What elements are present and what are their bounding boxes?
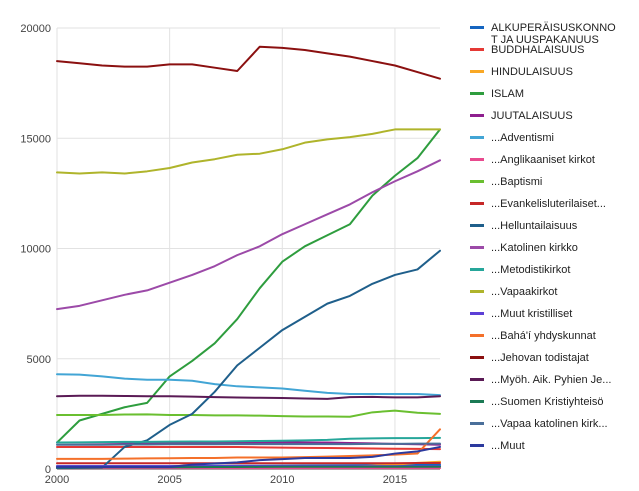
y-tick-label: 15000 xyxy=(20,133,51,145)
legend-swatch xyxy=(470,268,484,271)
x-tick-label: 2005 xyxy=(157,474,181,486)
legend-item-13[interactable]: ...Vapaakirkot xyxy=(470,286,557,298)
legend-item-6[interactable]: ...Adventismi xyxy=(470,132,554,144)
legend-item-14[interactable]: ...Muut kristilliset xyxy=(470,308,572,320)
series-line-17 xyxy=(56,394,441,400)
legend-label: ...Evankelisluterilaiset... xyxy=(491,198,606,210)
legend-swatch xyxy=(470,312,484,315)
series-line-19 xyxy=(56,442,441,446)
legend-swatch xyxy=(470,400,484,403)
legend-label: ...Vapaakirkot xyxy=(491,286,557,298)
legend-swatch xyxy=(470,70,484,73)
legend-item-8[interactable]: ...Baptismi xyxy=(470,176,542,188)
legend-swatch xyxy=(470,334,484,337)
series-line-10 xyxy=(56,249,441,470)
legend-item-10[interactable]: ...Helluntailaisuus xyxy=(470,220,578,232)
legend-label: ...Muut xyxy=(491,440,525,452)
legend-swatch xyxy=(470,48,484,51)
legend-item-7[interactable]: ...Anglikaaniset kirkot xyxy=(470,154,595,166)
legend-item-3[interactable]: HINDULAISUUS xyxy=(470,66,573,78)
y-axis-ticks: 0 5000 10000 15000 20000 xyxy=(20,23,51,476)
legend-label: ...Metodistikirkot xyxy=(491,264,570,276)
legend-swatch xyxy=(470,202,484,205)
series-line-4 xyxy=(56,128,441,444)
legend-swatch xyxy=(470,246,484,249)
legend-label: BUDDHALAISUUS xyxy=(491,44,585,56)
legend-item-15[interactable]: ...Bahá'í yhdyskunnat xyxy=(470,330,596,342)
legend-swatch xyxy=(470,444,484,447)
legend-item-16[interactable]: ...Jehovan todistajat xyxy=(470,352,589,364)
legend-label: ...Muut kristilliset xyxy=(491,308,572,320)
legend-label: ALKUPERÄISUSKONNO xyxy=(491,22,616,34)
legend-label: ...Myöh. Aik. Pyhien Je... xyxy=(491,374,611,386)
x-tick-label: 2000 xyxy=(45,474,69,486)
legend-swatch xyxy=(470,422,484,425)
series-line-2 xyxy=(56,445,441,451)
legend-label: ...Bahá'í yhdyskunnat xyxy=(491,330,596,342)
legend-label: JUUTALAISUUS xyxy=(491,110,573,122)
series-line-6 xyxy=(56,373,441,397)
legend-label: ...Katolinen kirkko xyxy=(491,242,578,254)
y-tick-label: 0 xyxy=(45,464,51,476)
legend-item-17[interactable]: ...Myöh. Aik. Pyhien Je... xyxy=(470,374,611,386)
legend-swatch xyxy=(470,290,484,293)
series-line-16 xyxy=(56,45,441,80)
y-tick-label: 20000 xyxy=(20,23,51,35)
legend-item-11[interactable]: ...Katolinen kirkko xyxy=(470,242,578,254)
series-line-15 xyxy=(56,428,441,460)
series-lines xyxy=(56,45,441,470)
y-tick-label: 10000 xyxy=(20,244,51,256)
legend-item-19[interactable]: ...Vapaa katolinen kirk... xyxy=(470,418,608,430)
legend-label: HINDULAISUUS xyxy=(491,66,573,78)
x-tick-label: 2015 xyxy=(383,474,407,486)
legend-swatch xyxy=(470,378,484,381)
legend-label: ...Baptismi xyxy=(491,176,542,188)
legend-swatch xyxy=(470,92,484,95)
series-line-13 xyxy=(56,128,441,175)
legend-swatch xyxy=(470,26,484,29)
legend-label: ...Helluntailaisuus xyxy=(491,220,578,232)
gridlines xyxy=(56,27,440,469)
legend-swatch xyxy=(470,224,484,227)
x-tick-label: 2010 xyxy=(270,474,294,486)
y-tick-label: 5000 xyxy=(27,354,51,366)
legend-label: ...Suomen Kristiyhteisö xyxy=(491,396,604,408)
legend-item-18[interactable]: ...Suomen Kristiyhteisö xyxy=(470,396,604,408)
x-axis-ticks: 2000 2005 2010 2015 xyxy=(45,474,407,486)
legend-item-2[interactable]: BUDDHALAISUUS xyxy=(470,44,585,56)
legend-swatch xyxy=(470,356,484,359)
legend-label: ...Vapaa katolinen kirk... xyxy=(491,418,608,430)
legend-label: ...Adventismi xyxy=(491,132,554,144)
series-line-12 xyxy=(56,436,441,444)
legend-label: ...Anglikaaniset kirkot xyxy=(491,154,595,166)
legend-label: T JA UUSPAKANUUS xyxy=(491,34,599,46)
legend-swatch xyxy=(470,114,484,117)
series-line-11 xyxy=(56,159,441,311)
legend-label: ...Jehovan todistajat xyxy=(491,352,589,364)
legend-item-4[interactable]: ISLAM xyxy=(470,88,524,100)
legend-item-12[interactable]: ...Metodistikirkot xyxy=(470,264,570,276)
legend-label: ISLAM xyxy=(491,88,524,100)
legend-item-9[interactable]: ...Evankelisluterilaiset... xyxy=(470,198,606,210)
legend-swatch xyxy=(470,180,484,183)
series-line-8 xyxy=(56,409,441,418)
legend-swatch xyxy=(470,158,484,161)
legend-item-20[interactable]: ...Muut xyxy=(470,440,525,452)
legend-item-5[interactable]: JUUTALAISUUS xyxy=(470,110,573,122)
legend-swatch xyxy=(470,136,484,139)
series-line-20 xyxy=(56,445,441,469)
